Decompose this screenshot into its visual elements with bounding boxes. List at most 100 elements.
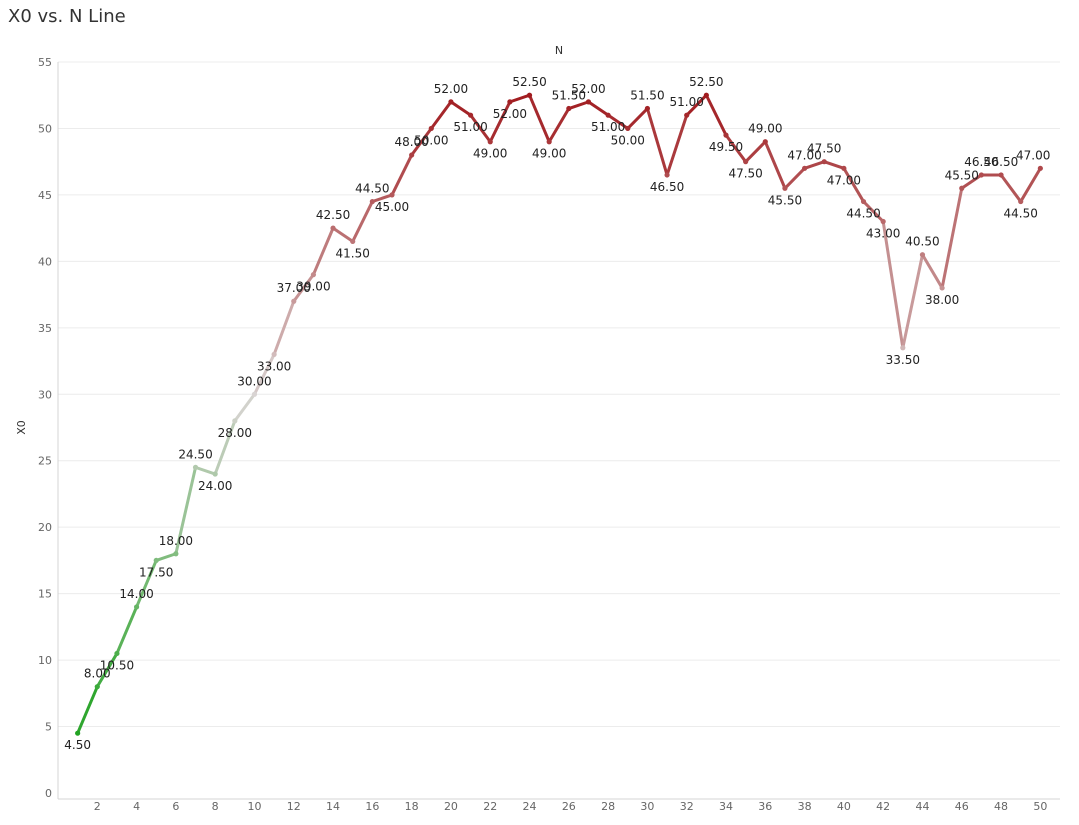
data-point[interactable] [703,92,709,98]
data-point[interactable] [369,198,375,205]
data-point[interactable] [212,471,218,477]
data-label: 14.00 [119,587,153,601]
line-segment [920,253,944,290]
data-point[interactable] [94,684,100,690]
data-point[interactable] [762,139,768,145]
line-segment [803,160,826,170]
x-tick-label: 40 [837,800,851,813]
data-point[interactable] [900,345,906,351]
data-point[interactable] [644,105,651,112]
data-label: 52.50 [689,75,723,89]
data-point[interactable] [507,99,513,105]
data-label: 47.00 [827,173,861,187]
data-label: 44.50 [355,182,389,196]
data-point[interactable] [153,557,159,564]
line-segment [704,93,728,137]
y-tick-label: 35 [38,322,52,335]
data-label: 45.50 [945,168,979,182]
data-point[interactable] [664,172,670,178]
data-point[interactable] [782,185,788,191]
line-segment [174,465,198,556]
data-label: 38.00 [925,293,959,307]
line-segment [783,166,807,190]
data-label: 47.00 [1016,148,1050,162]
x-tick-label: 46 [955,800,969,813]
line-segment [272,299,296,356]
data-point[interactable] [978,172,985,178]
line-segment [410,126,433,157]
data-point[interactable] [723,132,729,138]
data-label: 46.50 [984,155,1018,169]
data-point[interactable] [173,551,179,557]
x-tick-label: 28 [601,800,615,813]
data-label: 46.50 [964,155,998,169]
x-tick-label: 38 [798,800,812,813]
data-point[interactable] [860,198,867,205]
data-point[interactable] [919,252,926,258]
line-segment [744,140,767,164]
data-point[interactable] [350,238,356,245]
data-point[interactable] [743,159,749,165]
line-segment [469,113,492,144]
data-point[interactable] [75,730,81,736]
data-point[interactable] [841,165,847,171]
data-point[interactable] [291,298,297,304]
data-point[interactable] [684,112,690,118]
data-point[interactable] [409,152,415,158]
line-segment [292,273,315,303]
line-segment [940,186,964,290]
data-point[interactable] [998,172,1004,178]
data-point[interactable] [566,105,572,112]
data-point[interactable] [1018,198,1024,205]
data-point[interactable] [801,165,808,171]
x-tick-label: 32 [680,800,694,813]
line-segment [252,352,276,396]
data-point[interactable] [428,125,434,132]
data-point[interactable] [133,604,140,610]
line-segment [233,392,256,423]
data-point[interactable] [605,112,611,118]
data-point[interactable] [1037,165,1043,171]
data-point[interactable] [939,285,945,291]
line-segment [331,226,355,243]
data-point[interactable] [310,272,317,278]
line-segment [547,107,571,144]
data-point[interactable] [448,99,454,105]
data-point[interactable] [821,159,827,165]
data-point[interactable] [526,92,533,98]
line-segment [213,419,237,476]
y-tick-label: 10 [38,654,52,667]
line-segment [508,93,532,104]
data-label: 42.50 [316,208,350,222]
data-label: 10.50 [100,658,134,672]
data-label: 8.00 [84,667,111,681]
data-point[interactable] [251,391,258,397]
data-label: 51.00 [591,120,625,134]
data-point[interactable] [467,112,474,118]
data-label: 45.50 [768,193,802,207]
x-tick-label: 48 [994,800,1008,813]
data-label: 30.00 [237,374,271,388]
data-point[interactable] [271,351,277,357]
data-point[interactable] [959,185,965,191]
line-segment [586,100,610,117]
data-point[interactable] [389,192,395,198]
data-point[interactable] [330,225,336,231]
data-point[interactable] [546,139,552,145]
data-point[interactable] [625,125,631,132]
data-point[interactable] [585,99,592,105]
line-segment [665,113,689,177]
data-label: 43.00 [866,226,900,240]
data-point[interactable] [232,418,238,424]
data-point[interactable] [114,650,120,657]
data-point[interactable] [192,464,199,470]
x-tick-label: 6 [172,800,179,813]
data-point[interactable] [487,139,493,145]
series-line [76,93,1042,735]
data-label: 24.50 [178,447,212,461]
x-tick-label: 8 [212,800,219,813]
data-point[interactable] [880,218,886,225]
